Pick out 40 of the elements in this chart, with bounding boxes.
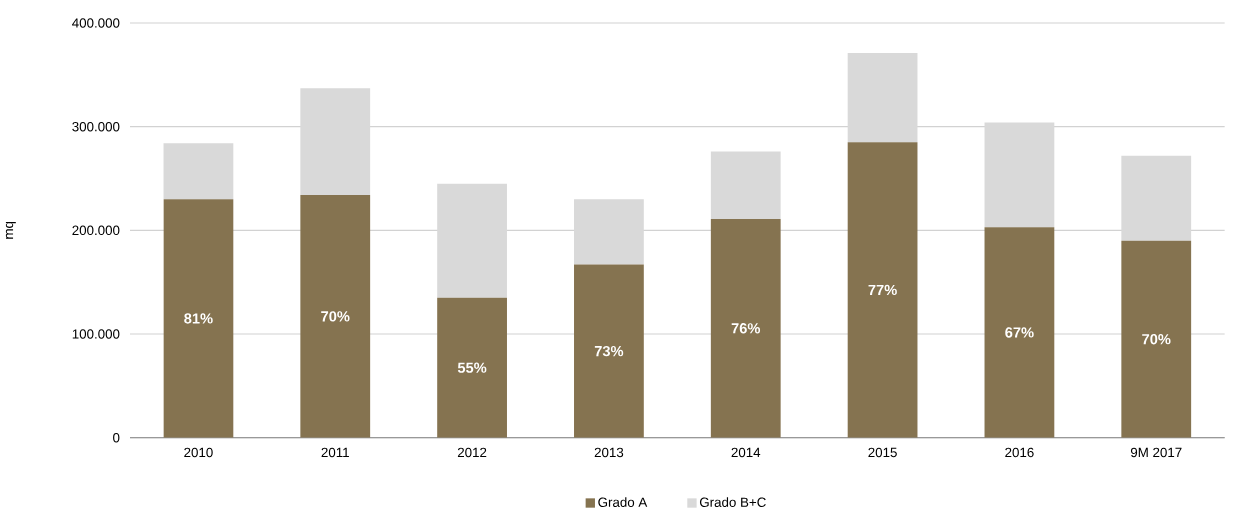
x-tick-label: 2016 bbox=[1005, 447, 1034, 458]
x-tick-label: 2013 bbox=[594, 447, 624, 458]
annotation: 55% bbox=[457, 362, 487, 373]
annotation: 73% bbox=[594, 345, 624, 357]
bar bbox=[437, 297, 507, 438]
annotation: 81% bbox=[184, 313, 213, 324]
y-tick-label: 400.000 bbox=[72, 18, 120, 28]
bar bbox=[1121, 155, 1192, 241]
y-tick-label: 100.000 bbox=[72, 329, 120, 339]
bar bbox=[574, 264, 644, 438]
x-tick-label: 2014 bbox=[731, 447, 761, 458]
legend-label: Grado A bbox=[598, 497, 648, 507]
bar bbox=[710, 151, 781, 219]
bar bbox=[300, 195, 371, 438]
y-tick-label: 0 bbox=[113, 432, 120, 443]
annotation: 77% bbox=[868, 284, 897, 296]
annotation: 70% bbox=[321, 311, 350, 322]
bar bbox=[1121, 240, 1192, 438]
bar bbox=[574, 199, 644, 265]
annotation: 76% bbox=[731, 323, 761, 334]
bar bbox=[847, 53, 918, 143]
y-axis-title: mq bbox=[5, 221, 16, 239]
bar bbox=[984, 122, 1055, 228]
x-tick-label: 2015 bbox=[868, 447, 897, 458]
bar bbox=[984, 227, 1055, 438]
x-tick-label: 2010 bbox=[184, 447, 213, 458]
bar bbox=[437, 183, 507, 298]
bar bbox=[163, 143, 234, 200]
y-tick-label: 200.000 bbox=[72, 225, 120, 236]
bar bbox=[710, 218, 781, 438]
annotation: 67% bbox=[1005, 327, 1034, 338]
bar bbox=[847, 142, 918, 438]
x-tick-label: 2011 bbox=[321, 447, 349, 458]
bar bbox=[300, 88, 371, 196]
legend-label: Grado B+C bbox=[699, 497, 766, 507]
annotation: 70% bbox=[1142, 334, 1171, 345]
y-tick-label: 300.000 bbox=[72, 121, 120, 132]
x-tick-label: 9M 2017 bbox=[1130, 447, 1182, 458]
x-tick-label: 2012 bbox=[457, 447, 487, 458]
bar bbox=[163, 199, 234, 438]
